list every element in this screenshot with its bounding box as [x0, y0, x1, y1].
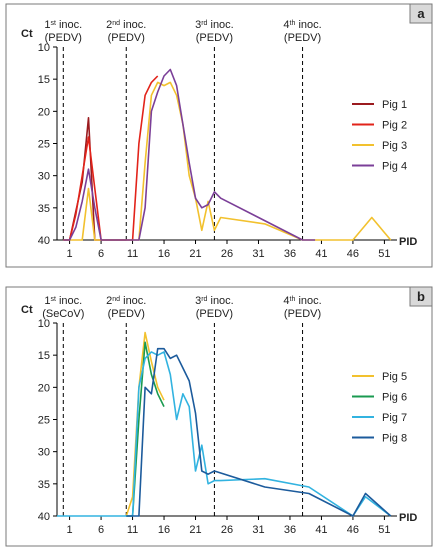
inoculation-label: 1st inoc.: [44, 295, 82, 307]
x-tick-label: 46: [347, 248, 359, 260]
legend-label: Pig 6: [382, 392, 407, 404]
legend-label: Pig 1: [382, 99, 407, 111]
x-tick-label: 21: [189, 248, 201, 260]
x-tick-label: 11: [127, 524, 138, 536]
x-tick-label: 16: [158, 524, 170, 536]
y-tick-label: 15: [38, 74, 50, 86]
panel-letter: b: [417, 289, 425, 304]
panel-letter-box: [409, 286, 433, 307]
legend-label: Pig 7: [382, 412, 407, 424]
inoculation-agent: (PEDV): [196, 308, 233, 320]
x-tick-label: 36: [284, 524, 296, 536]
inoculation-agent: (PEDV): [284, 32, 321, 44]
y-tick-label: 30: [38, 171, 50, 183]
inoculation-label: 4th inoc.: [283, 19, 321, 31]
legend-label: Pig 4: [382, 161, 407, 173]
inoculation-agent: (PEDV): [108, 32, 145, 44]
y-tick-label: 35: [38, 203, 50, 215]
x-tick-label: 1: [67, 248, 73, 260]
inoculation-label: 1st inoc.: [44, 19, 82, 31]
x-axis-title: PID: [399, 512, 417, 524]
y-tick-label: 30: [38, 447, 50, 459]
x-tick-label: 31: [252, 248, 264, 260]
series-line-pig-4: [63, 68, 316, 241]
x-tick-label: 16: [158, 248, 170, 260]
x-tick-label: 1: [67, 524, 73, 536]
y-axis-title: Ct: [21, 304, 33, 316]
y-tick-label: 10: [38, 42, 50, 54]
y-tick-label: 40: [38, 511, 50, 523]
inoculation-label: 4th inoc.: [283, 295, 321, 307]
x-axis-title: PID: [399, 236, 417, 248]
inoculation-label: 2nd inoc.: [106, 19, 146, 31]
x-tick-label: 6: [98, 248, 104, 260]
x-tick-label: 6: [98, 524, 104, 536]
inoculation-label: 2nd inoc.: [106, 295, 146, 307]
legend-label: Pig 8: [382, 433, 407, 445]
inoculation-agent: (PEDV): [108, 308, 145, 320]
y-tick-label: 10: [38, 318, 50, 330]
x-tick-label: 21: [189, 524, 201, 536]
inoculation-agent: (SeCoV): [42, 308, 84, 320]
x-tick-label: 26: [221, 248, 233, 260]
inoculation-agent: (PEDV): [196, 32, 233, 44]
y-tick-label: 15: [38, 350, 50, 362]
y-axis-title: Ct: [21, 28, 33, 40]
series-line-pig-8: [126, 347, 392, 517]
y-tick-label: 35: [38, 479, 50, 491]
y-tick-label: 20: [38, 106, 50, 118]
x-tick-label: 11: [127, 248, 138, 260]
x-tick-label: 51: [378, 524, 390, 536]
legend-label: Pig 5: [382, 371, 407, 383]
series-line-pig-5: [125, 331, 165, 517]
x-tick-label: 51: [378, 248, 390, 260]
y-tick-label: 25: [38, 415, 50, 427]
panel-letter-box: [409, 3, 433, 24]
x-tick-label: 46: [347, 524, 359, 536]
y-tick-label: 40: [38, 235, 50, 247]
inoculation-label: 3rd inoc.: [195, 295, 234, 307]
x-tick-label: 41: [315, 524, 327, 536]
inoculation-agent: (PEDV): [284, 308, 321, 320]
y-tick-label: 25: [38, 139, 50, 151]
x-tick-label: 41: [315, 248, 327, 260]
x-tick-label: 36: [284, 248, 296, 260]
x-tick-label: 26: [221, 524, 233, 536]
legend-label: Pig 2: [382, 120, 407, 132]
series-line-pig-7: [57, 351, 392, 517]
x-tick-label: 31: [252, 524, 264, 536]
y-tick-label: 20: [38, 382, 50, 394]
legend-label: Pig 3: [382, 140, 407, 152]
inoculation-label: 3rd inoc.: [195, 19, 234, 31]
inoculation-agent: (PEDV): [45, 32, 82, 44]
panel-letter: a: [417, 6, 425, 21]
